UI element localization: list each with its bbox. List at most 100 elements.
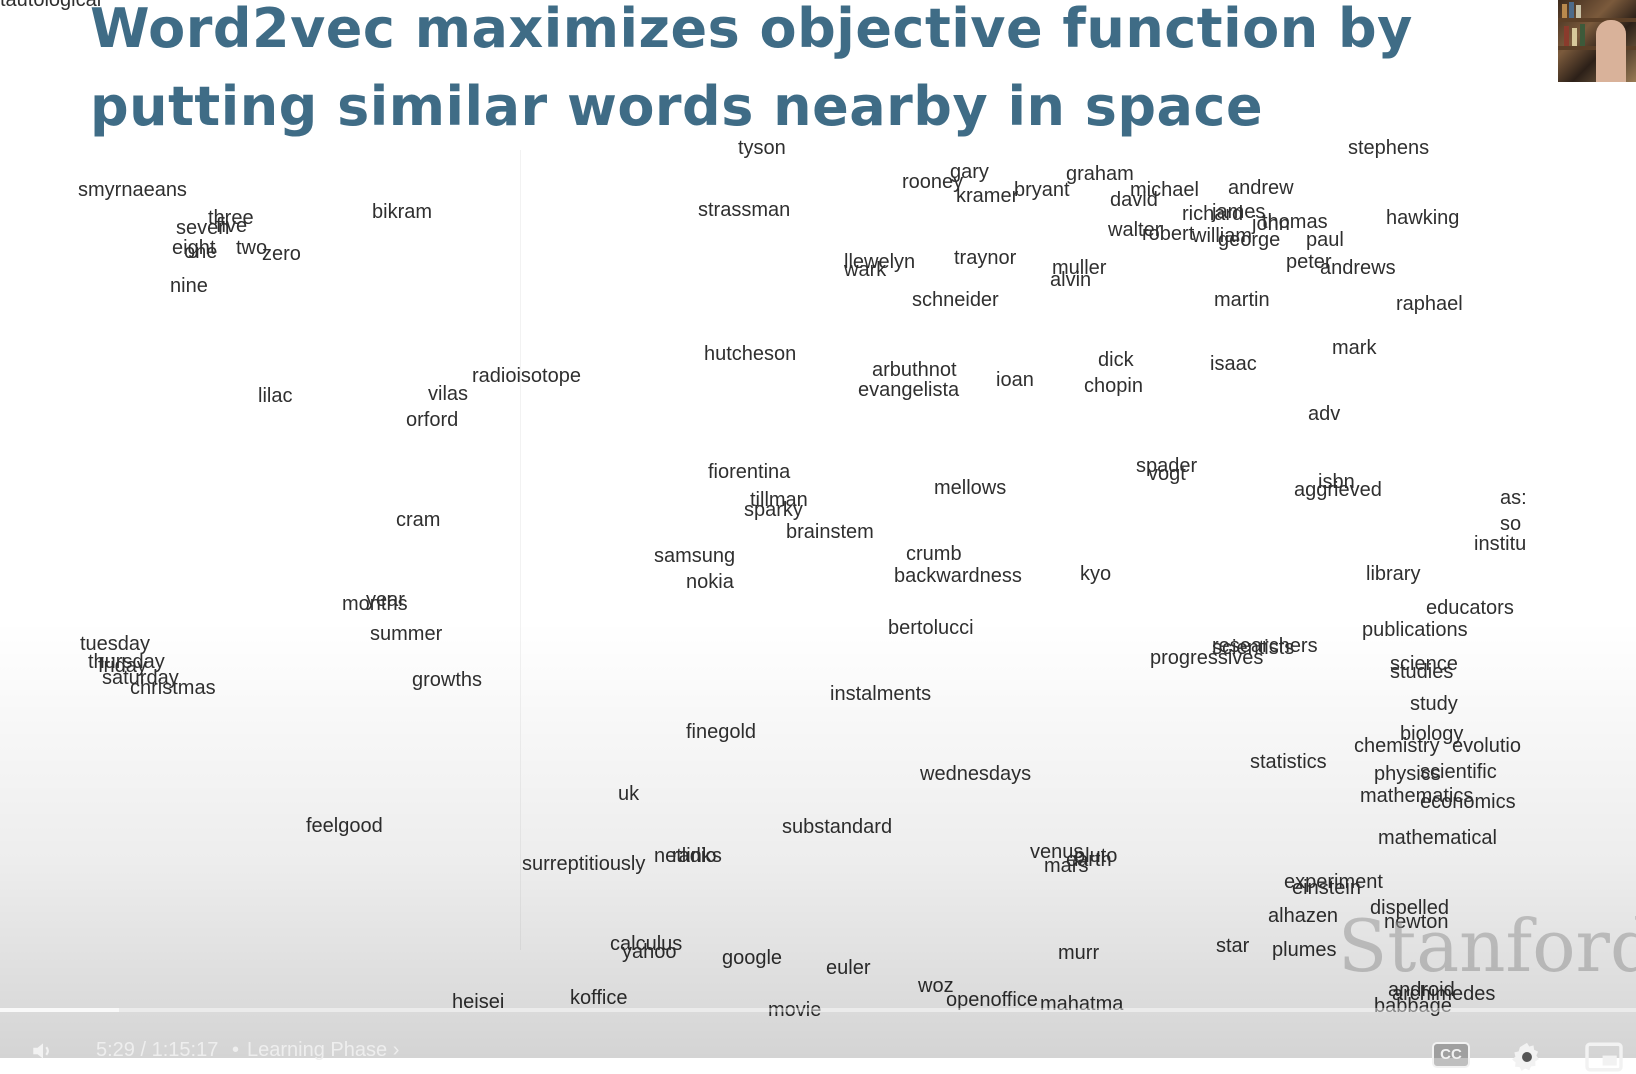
word-label: arbuthnot (872, 359, 957, 381)
gear-icon[interactable] (1510, 1040, 1544, 1074)
word-label: schneider (912, 289, 999, 311)
word-label: statistics (1250, 751, 1327, 773)
word-label: tillman (750, 489, 808, 511)
word-label: william (1192, 225, 1252, 247)
word-label: smyrnaeans (78, 179, 187, 201)
word-label: two (236, 237, 268, 259)
word-label: david (1110, 189, 1158, 211)
word-label: crumb (906, 543, 962, 565)
volume-icon[interactable] (30, 1038, 56, 1064)
word-label: experiment (1284, 871, 1383, 893)
word-label: tyson (738, 137, 786, 159)
word-label: eight (172, 237, 216, 259)
word-label: orford (406, 409, 459, 431)
word-label: christmas (130, 677, 216, 699)
word-label: muller (1052, 257, 1107, 279)
word-label: andrew (1228, 177, 1294, 199)
word-label: radioisotope (472, 365, 581, 387)
word-label: tuesday (80, 633, 151, 655)
word-label: traynor (954, 247, 1017, 269)
word-label: murr (1058, 942, 1100, 964)
word-label: samsung (654, 545, 736, 567)
word-label: wark (844, 259, 887, 281)
word-label: sparky (744, 499, 803, 521)
time-display: 5:29 / 1:15:17 (96, 1039, 219, 1061)
word-label: raphael (1396, 293, 1463, 315)
word-label: as: (1500, 487, 1527, 509)
word-label: alhazen (1268, 905, 1339, 927)
word-label: studies (1390, 661, 1454, 683)
word-label: openoffice (946, 989, 1038, 1011)
word-label: mars (1044, 855, 1089, 877)
word-label: study (1410, 693, 1458, 715)
word-label: peter (1286, 251, 1332, 273)
word-label: pluto (1074, 845, 1118, 867)
word-label: bertolucci (888, 617, 974, 639)
video-progress-bar[interactable] (0, 1008, 1636, 1012)
video-controls: 5:29 / 1:15:17 • Learning Phase › CC (0, 1018, 1636, 1072)
word-label: movie (768, 999, 822, 1021)
plot-gridline (520, 150, 521, 950)
word-label: martin (1214, 289, 1270, 311)
word-label: aggrieved (1294, 479, 1382, 501)
word-label: heisei (452, 991, 505, 1013)
word-label: isbn (1318, 471, 1355, 493)
word-label: plumes (1272, 939, 1337, 961)
word-label: gary (950, 161, 989, 183)
word-label: richard (1182, 203, 1244, 225)
word-label: growths (412, 669, 483, 691)
word-label: mathematical (1378, 827, 1497, 849)
word-label: kyo (1080, 563, 1112, 585)
word-label: isaac (1210, 353, 1257, 375)
word-label: dick (1098, 349, 1134, 371)
word-label: publications (1362, 619, 1468, 641)
word-label: wednesdays (920, 763, 1032, 785)
word-label: strassman (698, 199, 791, 221)
word-label: feelgood (306, 815, 383, 837)
word-label: zero (262, 243, 301, 265)
word-label: hutcheson (704, 343, 797, 365)
word-label: ioan (996, 369, 1034, 391)
word-label: archimedes (1392, 983, 1496, 1005)
word-label: bikram (372, 201, 433, 223)
word-label: nine (170, 275, 208, 297)
word-label: scientific (1420, 761, 1497, 783)
word-label: library (1366, 563, 1421, 585)
word-label: koffice (570, 987, 628, 1009)
word-label: seven (176, 217, 230, 239)
word-label: five (216, 215, 248, 237)
word-label: physics (1374, 763, 1441, 785)
word-label: vilas (428, 383, 469, 405)
word-label: dispelled (1370, 897, 1449, 919)
chapter-separator: • (232, 1039, 240, 1061)
word-label: economics (1420, 791, 1516, 813)
word-label: adv (1308, 403, 1341, 425)
word-label: cram (396, 509, 441, 531)
word-label: surreptitiously (522, 853, 646, 875)
word-label: year (366, 589, 405, 611)
word-label: saturday (102, 667, 179, 689)
chevron-right-icon: › (392, 1039, 400, 1061)
word-label: kramer (956, 185, 1019, 207)
miniplayer-icon[interactable] (1584, 1040, 1624, 1074)
word-label: chopin (1084, 375, 1143, 397)
slide-title-line-1: Word2vec maximizes objective function by (90, 0, 1413, 60)
word-label: biology (1400, 723, 1464, 745)
word-label: walter (1108, 219, 1162, 241)
chapter-label: Learning Phase (247, 1039, 388, 1061)
word-label: john (1252, 213, 1290, 235)
chapter-link[interactable]: • Learning Phase › (232, 1040, 399, 1060)
word-label: euler (826, 957, 871, 979)
word-label: calculus (610, 933, 683, 955)
word-label: robert (1142, 223, 1195, 245)
word-label: uk (618, 783, 640, 805)
word-label: einstein (1292, 877, 1361, 899)
captions-button[interactable]: CC (1432, 1042, 1470, 1068)
word-label: vogt (1148, 463, 1186, 485)
word-label: evangelista (858, 379, 960, 401)
word-label: mathematics (1360, 785, 1474, 807)
word-label: star (1216, 935, 1250, 957)
word-label: fiorentina (708, 461, 791, 483)
word-label: evolutio (1452, 735, 1521, 757)
word-label: venus (1030, 841, 1084, 863)
